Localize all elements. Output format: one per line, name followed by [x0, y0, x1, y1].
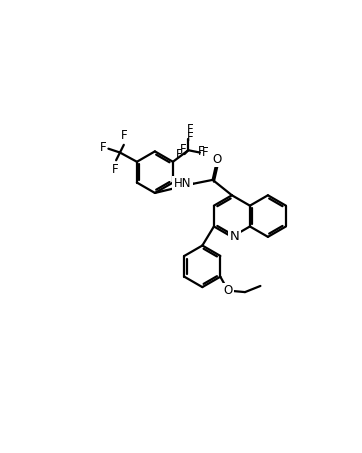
Text: F: F	[100, 141, 106, 154]
Text: F: F	[186, 123, 193, 135]
Text: F: F	[180, 143, 187, 156]
Text: F: F	[198, 145, 204, 158]
Text: F: F	[202, 146, 209, 159]
Text: O: O	[212, 153, 221, 166]
Text: O: O	[223, 284, 233, 297]
Text: HN: HN	[174, 177, 191, 190]
Text: N: N	[230, 230, 239, 243]
Text: F: F	[121, 129, 128, 142]
Text: F: F	[176, 148, 182, 161]
Text: F: F	[112, 163, 119, 176]
Text: F: F	[186, 131, 193, 144]
